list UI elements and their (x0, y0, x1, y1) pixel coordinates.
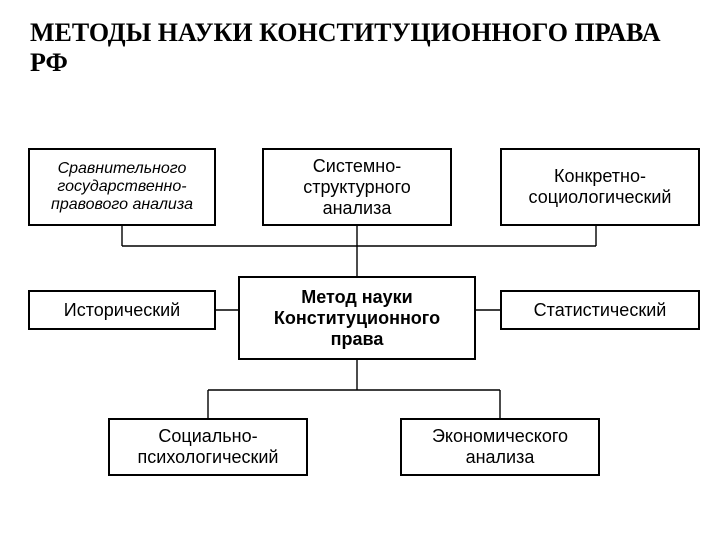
diagram-box-label: Метод науки Конституционного права (274, 287, 440, 350)
diagram-box-label: Конкретно- социологический (529, 166, 672, 208)
diagram-box-label: Статистический (534, 300, 667, 321)
diagram-box-label: Экономического анализа (432, 426, 568, 468)
diagram-box-label: Социально- психологический (138, 426, 279, 468)
diagram-box-n8: Экономического анализа (400, 418, 600, 476)
diagram-box-n7: Социально- психологический (108, 418, 308, 476)
diagram-box-n2: Системно- структурного анализа (262, 148, 452, 226)
diagram-box-label: Сравнительного государственно- правового… (51, 160, 193, 214)
page-title: МЕТОДЫ НАУКИ КОНСТИТУЦИОННОГО ПРАВА РФ (30, 18, 670, 78)
diagram-box-label: Исторический (64, 300, 180, 321)
diagram-box-n4: Исторический (28, 290, 216, 330)
diagram-box-n3: Конкретно- социологический (500, 148, 700, 226)
diagram-box-n6: Статистический (500, 290, 700, 330)
diagram-box-n1: Сравнительного государственно- правового… (28, 148, 216, 226)
diagram-box-n5: Метод науки Конституционного права (238, 276, 476, 360)
diagram-box-label: Системно- структурного анализа (303, 156, 411, 219)
